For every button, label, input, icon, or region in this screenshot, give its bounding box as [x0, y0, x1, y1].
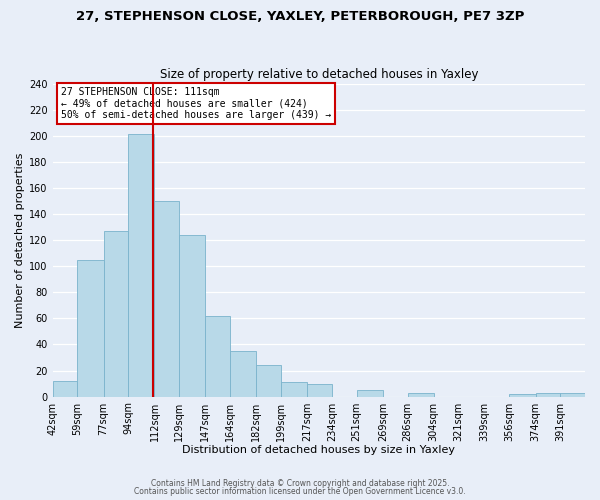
Text: Contains public sector information licensed under the Open Government Licence v3: Contains public sector information licen…	[134, 487, 466, 496]
Bar	[536, 392, 560, 396]
Bar	[407, 392, 434, 396]
Bar	[256, 366, 281, 396]
Bar	[128, 134, 154, 396]
Bar	[104, 231, 128, 396]
Bar	[205, 316, 230, 396]
Bar	[77, 260, 104, 396]
Bar	[179, 235, 205, 396]
Bar	[281, 382, 307, 396]
Title: Size of property relative to detached houses in Yaxley: Size of property relative to detached ho…	[160, 68, 478, 81]
Bar	[356, 390, 383, 396]
Bar	[154, 201, 179, 396]
Bar	[509, 394, 536, 396]
Text: Contains HM Land Registry data © Crown copyright and database right 2025.: Contains HM Land Registry data © Crown c…	[151, 478, 449, 488]
Text: 27, STEPHENSON CLOSE, YAXLEY, PETERBOROUGH, PE7 3ZP: 27, STEPHENSON CLOSE, YAXLEY, PETERBOROU…	[76, 10, 524, 23]
Y-axis label: Number of detached properties: Number of detached properties	[15, 152, 25, 328]
Bar	[53, 381, 77, 396]
Bar	[307, 384, 332, 396]
X-axis label: Distribution of detached houses by size in Yaxley: Distribution of detached houses by size …	[182, 445, 455, 455]
Bar	[230, 351, 256, 397]
Text: 27 STEPHENSON CLOSE: 111sqm
← 49% of detached houses are smaller (424)
50% of se: 27 STEPHENSON CLOSE: 111sqm ← 49% of det…	[61, 86, 331, 120]
Bar	[560, 392, 585, 396]
